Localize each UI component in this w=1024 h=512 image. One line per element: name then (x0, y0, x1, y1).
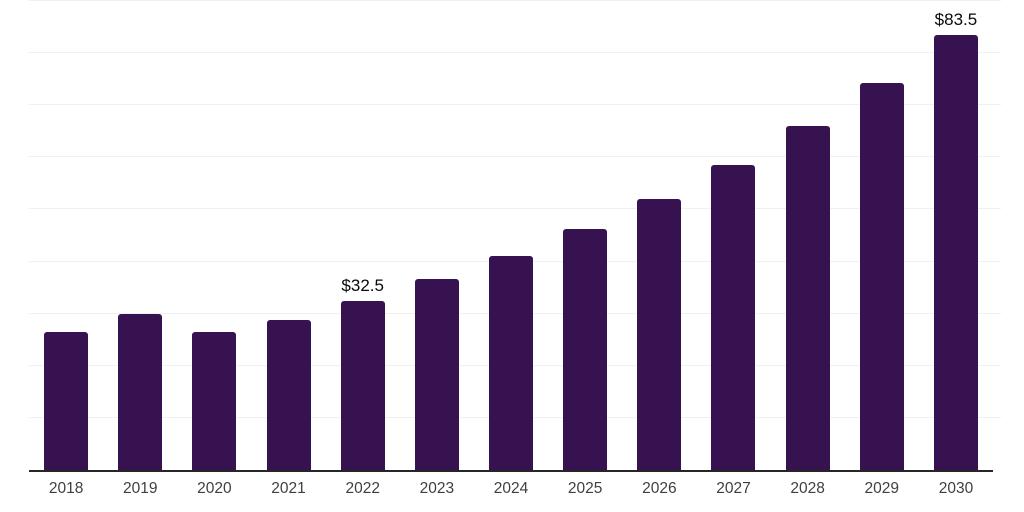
bar-slot-2029 (845, 1, 919, 470)
bar-2030 (933, 34, 978, 470)
bar-2023 (414, 279, 459, 470)
bar-slot-2023 (400, 1, 474, 470)
bar-slot-2022: $32.5 (326, 1, 400, 470)
x-tick-2021: 2021 (271, 480, 306, 497)
bar-slot-2024 (474, 1, 548, 470)
bar-slot-2026 (622, 1, 696, 470)
x-tick-2022: 2022 (345, 480, 380, 497)
bar-2020 (192, 332, 237, 470)
x-tick-2027: 2027 (716, 480, 751, 497)
x-tick-2020: 2020 (197, 480, 232, 497)
gridline-70 (29, 104, 1001, 106)
bars-container: $32.5 $83.5 (29, 1, 993, 470)
data-label-2030: $83.5 (934, 9, 978, 29)
x-tick-2018: 2018 (48, 480, 84, 497)
bar-2022 (340, 300, 385, 470)
x-tick-2026: 2026 (642, 480, 677, 497)
gridline-90 (29, 0, 1001, 1)
bar-slot-2018 (29, 1, 103, 470)
x-tick-2028: 2028 (790, 480, 825, 497)
x-tick-2023: 2023 (419, 480, 455, 497)
bar-slot-2030: $83.5 (919, 1, 993, 470)
bar-slot-2027 (696, 1, 770, 470)
gridline-50 (29, 208, 1001, 210)
bar-2021 (266, 319, 311, 470)
bar-slot-2020 (177, 1, 251, 470)
x-tick-2029: 2029 (864, 480, 900, 497)
bar-slot-2021 (251, 1, 325, 470)
x-axis-labels: 2018 2019 2020 2021 2022 2023 2024 2025 2026 2027… (29, 479, 993, 499)
bar-slot-2019 (103, 1, 177, 470)
bar-2027 (711, 164, 756, 470)
gridline-80 (29, 52, 1001, 54)
bar-2024 (489, 255, 534, 470)
bar-2019 (118, 314, 163, 470)
bar-slot-2028 (771, 1, 845, 470)
x-tick-2024: 2024 (493, 480, 529, 497)
x-tick-2025: 2025 (567, 480, 603, 497)
x-tick-2030: 2030 (938, 480, 974, 497)
bar-2025 (563, 228, 608, 470)
bar-2028 (785, 126, 830, 470)
x-tick-2019: 2019 (122, 480, 158, 497)
bar-2018 (44, 331, 89, 470)
bar-2026 (637, 198, 682, 470)
bar-slot-2025 (548, 1, 622, 470)
gridline-60 (29, 156, 1001, 158)
data-label-2022: $32.5 (341, 275, 384, 295)
bar-2029 (859, 83, 904, 470)
plot-area: $32.5 $83.5 (29, 0, 1001, 472)
